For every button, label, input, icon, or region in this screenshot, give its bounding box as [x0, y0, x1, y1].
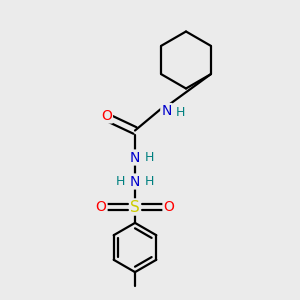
- Text: N: N: [130, 151, 140, 164]
- Text: H: H: [116, 175, 125, 188]
- Text: H: H: [176, 106, 186, 119]
- Text: O: O: [164, 200, 174, 214]
- Text: N: N: [161, 104, 172, 118]
- Text: N: N: [130, 175, 140, 188]
- Text: S: S: [130, 200, 140, 214]
- Text: O: O: [96, 200, 106, 214]
- Text: O: O: [101, 109, 112, 122]
- Text: H: H: [145, 151, 154, 164]
- Text: H: H: [145, 175, 154, 188]
